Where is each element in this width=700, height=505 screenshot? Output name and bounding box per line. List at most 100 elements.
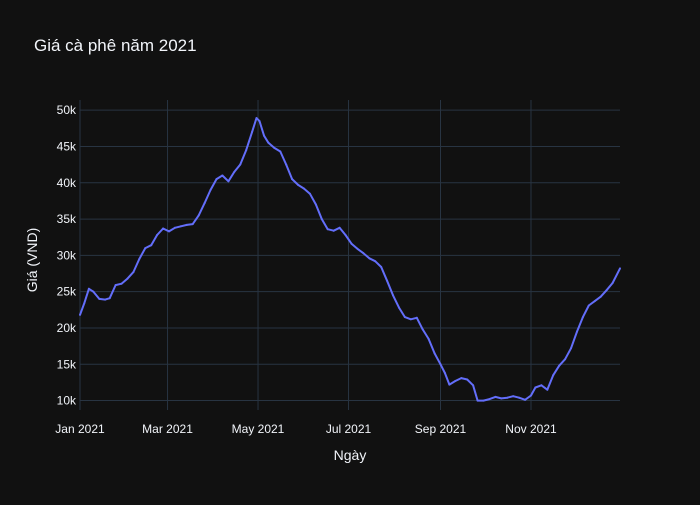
data-point — [245, 149, 248, 152]
data-point — [273, 146, 276, 149]
data-point — [209, 189, 212, 191]
data-point — [314, 203, 317, 206]
y-tick-label: 20k — [57, 321, 77, 335]
data-point — [427, 337, 430, 340]
data-point — [500, 397, 503, 400]
y-tick-label: 35k — [57, 212, 77, 226]
data-point — [255, 117, 258, 120]
data-point — [263, 134, 265, 137]
data-point — [267, 141, 270, 144]
data-point — [518, 396, 521, 399]
data-point — [227, 180, 230, 183]
data-point — [392, 294, 394, 297]
x-tick-label: Mar 2021 — [142, 422, 193, 436]
data-point — [472, 384, 475, 387]
data-point — [150, 244, 153, 247]
data-point — [108, 297, 111, 300]
x-tick-label: Jul 2021 — [326, 422, 372, 436]
chart-title: Giá cà phê năm 2021 — [34, 36, 197, 55]
data-point — [494, 395, 497, 398]
data-point — [386, 279, 389, 282]
data-point — [476, 399, 479, 402]
data-point — [92, 290, 95, 293]
data-point — [403, 316, 406, 319]
data-point — [83, 301, 86, 304]
data-point — [114, 284, 117, 287]
data-point — [173, 226, 176, 229]
x-tick-label: May 2021 — [232, 422, 285, 436]
data-point — [460, 377, 463, 380]
data-point — [308, 192, 311, 195]
y-tick-label: 45k — [57, 139, 77, 153]
data-point — [291, 178, 294, 181]
data-point — [540, 384, 543, 387]
data-point — [120, 282, 123, 285]
data-point — [570, 347, 572, 350]
data-point — [326, 228, 329, 231]
data-point — [297, 183, 300, 186]
data-point — [599, 295, 602, 298]
data-point — [546, 388, 549, 391]
data-point — [279, 150, 282, 153]
data-point — [79, 313, 81, 316]
data-point — [552, 374, 555, 377]
x-axis-title: Ngày — [334, 447, 367, 463]
data-point — [179, 225, 182, 228]
data-point — [415, 316, 418, 319]
data-point — [162, 227, 165, 230]
y-tick-label: 40k — [57, 176, 77, 190]
data-point — [368, 257, 371, 260]
data-point — [185, 223, 188, 226]
y-tick-label: 50k — [57, 103, 77, 117]
data-point — [454, 380, 457, 382]
data-point — [144, 247, 147, 250]
data-point — [524, 398, 527, 401]
data-point — [138, 258, 141, 260]
data-point — [87, 287, 90, 290]
data-point — [534, 386, 537, 389]
data-point — [132, 271, 135, 274]
data-point — [581, 316, 584, 319]
data-point — [239, 163, 242, 166]
data-point — [285, 163, 288, 166]
data-point — [374, 260, 377, 263]
data-point — [576, 330, 578, 333]
data-point — [398, 306, 400, 309]
data-point — [98, 297, 101, 300]
data-point — [362, 252, 365, 255]
y-tick-label: 10k — [57, 394, 77, 408]
data-point — [506, 396, 509, 399]
grid — [79, 100, 620, 410]
data-point — [512, 395, 515, 398]
data-point — [439, 363, 442, 366]
data-point — [197, 214, 200, 217]
x-tick-label: Nov 2021 — [505, 422, 557, 436]
y-tick-label: 15k — [57, 357, 77, 371]
data-point — [126, 277, 129, 280]
data-point — [380, 266, 383, 268]
data-point — [409, 318, 412, 321]
data-point — [332, 229, 335, 232]
data-point — [104, 298, 107, 301]
x-tick-label: Jan 2021 — [55, 422, 105, 436]
data-point — [488, 398, 491, 401]
x-tick-label: Sep 2021 — [415, 422, 467, 436]
data-point — [611, 282, 614, 284]
x-tick-labels: Jan 2021 Mar 2021 May 2021 Jul 2021 Sep 2021… — [55, 422, 557, 436]
data-point — [156, 234, 159, 236]
data-point — [320, 218, 323, 221]
data-point — [421, 328, 424, 331]
data-point — [221, 174, 224, 177]
data-point — [466, 378, 469, 381]
data-point — [350, 242, 353, 245]
data-point — [619, 267, 621, 270]
data-point — [203, 202, 206, 205]
data-point — [558, 364, 561, 367]
data-point — [356, 247, 359, 250]
y-tick-label: 30k — [57, 248, 77, 262]
data-point — [593, 300, 596, 303]
data-point — [564, 358, 567, 361]
data-point — [587, 304, 590, 307]
